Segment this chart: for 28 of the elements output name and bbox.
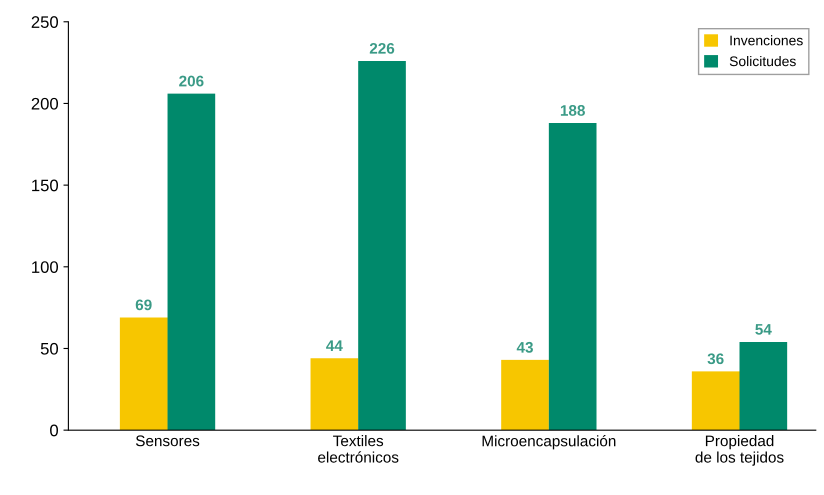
x-tick-label: Microencapsulación: [482, 435, 616, 450]
x-tick-label: Textiles electrónicos: [318, 435, 398, 463]
data-label: 36: [708, 353, 724, 364]
y-tick-label: 0: [50, 424, 58, 436]
x-tick-label: Propiedad de los tejidos: [696, 435, 784, 466]
bar: [548, 123, 597, 430]
data-label: 226: [370, 42, 394, 54]
legend-label: Solicitudes: [730, 56, 796, 66]
data-label: 54: [755, 324, 772, 335]
y-tick-label: 200: [32, 98, 58, 110]
bar: [740, 342, 788, 430]
y-tick-label: 100: [32, 261, 58, 274]
legend-label: Invenciones: [730, 35, 803, 46]
data-label: 188: [560, 105, 585, 116]
bar: [168, 94, 216, 430]
y-tick-label: 50: [40, 342, 58, 355]
bar: [692, 371, 740, 430]
bar: [120, 317, 168, 430]
bar: [310, 358, 358, 430]
x-tick-label: Sensores: [136, 435, 200, 446]
data-label: 43: [516, 342, 533, 353]
bar: [358, 60, 406, 430]
y-tick-label: 150: [32, 180, 58, 192]
data-label: 44: [326, 340, 343, 351]
bar: [501, 360, 549, 430]
y-tick-label: 250: [32, 16, 58, 28]
data-label: 206: [179, 76, 204, 86]
data-label: 69: [136, 299, 152, 310]
